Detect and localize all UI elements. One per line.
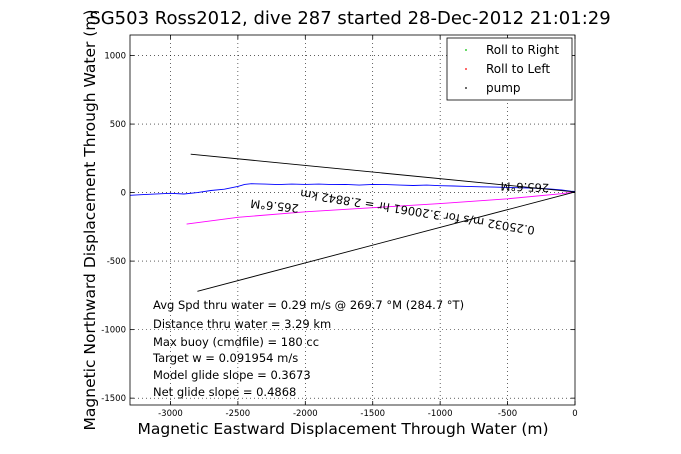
series-line-2 <box>190 153 576 193</box>
ticks: -3000 -2500 -2000 -1500 -1000 -500 0 -1500 -1000… <box>101 35 578 419</box>
y-tick-label: 1000 <box>104 52 126 62</box>
stat-net-glide: Net glide slope = 0.4868 <box>153 385 296 399</box>
series-line-0 <box>129 183 576 196</box>
x-tick-label: -2500 <box>226 409 251 419</box>
y-tick-label: 0 <box>121 189 126 199</box>
axes-frame <box>129 34 576 406</box>
stat-distance: Distance thru water = 3.29 km <box>153 317 331 331</box>
stat-avg-speed: Avg Spd thru water = 0.29 m/s @ 269.7 °M… <box>153 298 464 312</box>
stat-max-buoy: Max buoy (cmdfile) = 180 cc <box>153 335 319 349</box>
grid <box>130 35 575 405</box>
y-axis-label: Magnetic Northward Displacement Through … <box>81 10 99 431</box>
stat-model-glide: Model glide slope = 0.3673 <box>153 368 311 382</box>
x-tick-label: -3000 <box>158 409 183 419</box>
x-tick-label: -2000 <box>293 409 318 419</box>
legend-label-roll-right: Roll to Right <box>486 43 559 57</box>
y-tick-label: 500 <box>110 120 126 130</box>
legend-box <box>446 37 573 101</box>
stat-target-w: Target w = 0.091954 m/s <box>152 351 298 365</box>
legend-label-roll-left: Roll to Left <box>486 62 550 76</box>
x-tick-label: -1000 <box>428 409 453 419</box>
series-line-1 <box>186 191 576 225</box>
flipped-heading-label-1: 265.6°M <box>250 196 300 215</box>
legend-marker-roll-right <box>465 49 467 51</box>
y-tick-label: -1000 <box>101 326 126 336</box>
x-axis-label: Magnetic Eastward Displacement Through W… <box>137 420 548 438</box>
series-lines <box>129 153 576 292</box>
legend-label-pump: pump <box>486 81 521 95</box>
chart-title: SG503 Ross2012, dive 287 started 28-Dec-… <box>89 8 610 29</box>
stats-annotation: Avg Spd thru water = 0.29 m/s @ 269.7 °M… <box>152 298 464 399</box>
legend: Roll to Right Roll to Left pump <box>446 37 573 101</box>
x-tick-label: 0 <box>572 409 577 419</box>
flipped-heading-label-2: 265.6°M <box>500 179 549 195</box>
y-tick-label: -500 <box>107 257 126 267</box>
x-tick-label: -500 <box>498 409 517 419</box>
series-line-3 <box>197 191 576 292</box>
legend-marker-pump <box>465 87 467 89</box>
x-tick-label: -1500 <box>360 409 385 419</box>
legend-marker-roll-left <box>465 68 467 70</box>
y-tick-label: -1500 <box>101 394 126 404</box>
